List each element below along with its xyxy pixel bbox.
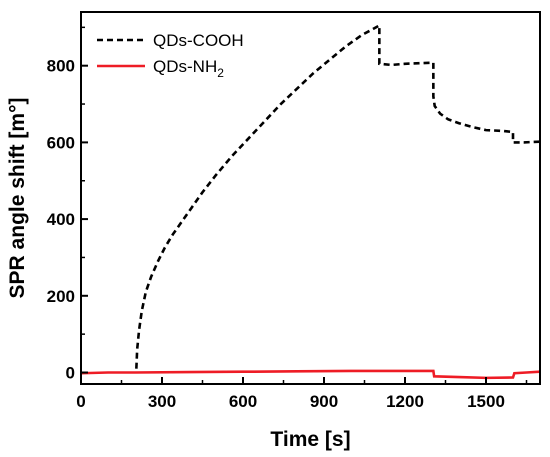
x-tick-label: 1500 [467, 392, 505, 411]
legend-label-qds-nh2-main: QDs-NH [153, 57, 217, 76]
y-axis: 0 200 400 600 800 [47, 26, 88, 382]
y-tick-label: 600 [47, 133, 75, 152]
x-tick-label: 600 [229, 392, 257, 411]
plot-frame [80, 11, 541, 385]
x-tick-label: 900 [310, 392, 338, 411]
y-tick-label: 400 [47, 210, 75, 229]
y-tick-label: 200 [47, 287, 75, 306]
legend: QDs-COOH QDs-NH2 [97, 31, 244, 80]
x-tick-label: 0 [76, 392, 85, 411]
legend-label-qds-cooh: QDs-COOH [153, 31, 244, 50]
x-tick-label: 1200 [386, 392, 424, 411]
series-line-qds-cooh [135, 23, 540, 369]
y-tick-label: 800 [47, 57, 75, 76]
y-axis-title: SPR angle shift [m°] [6, 98, 29, 299]
y-tick-label: 0 [66, 363, 75, 382]
legend-label-qds-nh2: QDs-NH2 [153, 57, 224, 80]
series-layer [81, 23, 540, 380]
series-line-qds-nh2 [81, 369, 540, 380]
legend-label-qds-nh2-subscript: 2 [217, 66, 224, 80]
x-axis: 0 300 600 900 1200 1500 [76, 377, 528, 411]
x-tick-label: 300 [148, 392, 176, 411]
x-axis-title: Time [s] [270, 428, 350, 451]
